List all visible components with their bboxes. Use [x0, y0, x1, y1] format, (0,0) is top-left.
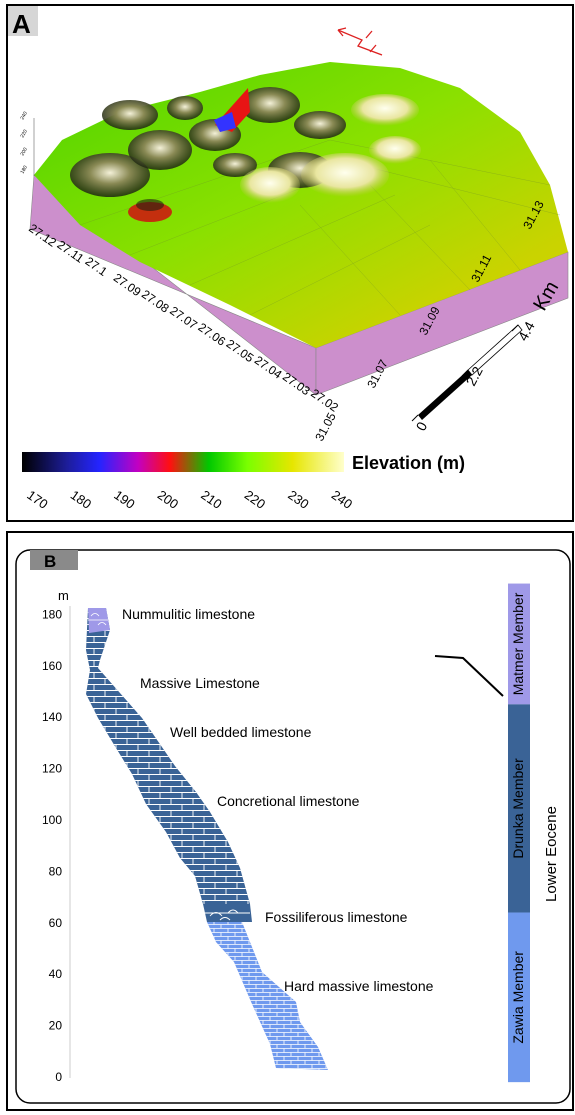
stratigraphic-column [86, 608, 328, 1070]
vertical-tick-label: 180 [20, 165, 29, 175]
panel-b-label: B [44, 552, 56, 571]
member-column: Matmer Member Drunka Member Zawia Member [508, 583, 530, 1083]
valley-dark [136, 199, 164, 211]
y-tick-label: 60 [49, 916, 63, 930]
vertical-tick-label: 240 [20, 111, 29, 121]
vertical-tick-label: 200 [20, 147, 29, 157]
y-tick-label: 120 [42, 762, 62, 776]
lithology-label: Fossiliferous limestone [265, 909, 408, 925]
y-tick-label: 20 [49, 1019, 63, 1033]
unit-hard-massive-limestone-bricks [207, 922, 328, 1070]
member-block [508, 704, 530, 913]
panel-a-label: A [12, 9, 31, 39]
lithology-label: Concretional limestone [217, 793, 360, 809]
panel-a-label-box [8, 6, 38, 36]
lithology-label: Well bedded limestone [170, 724, 312, 740]
colorbar-title: Elevation (m) [352, 453, 465, 473]
valley-low-blue [214, 112, 236, 132]
panel-b-inner-frame [15, 549, 571, 1104]
unit-main-limestone-bricks [86, 608, 250, 904]
lithology-label: Hard massive limestone [284, 978, 434, 994]
member-block [508, 583, 530, 705]
fossil-symbols [203, 909, 250, 921]
y-axis-unit: m [58, 588, 69, 603]
lithology-labels: Nummulitic limestone Massive Limestone Wel… [122, 606, 434, 994]
lithology-label: Nummulitic limestone [122, 606, 255, 622]
y-tick-label: 160 [42, 659, 62, 673]
vertical-axis: 240 220 200 180 [20, 111, 35, 176]
terrain-hills [70, 87, 421, 203]
member-leader-line [434, 655, 504, 697]
panel-b: B m 0 20 40 60 80 100 120 140 160 180 [6, 531, 574, 1111]
y-tick-label: 80 [49, 864, 63, 878]
y-tick-label: 40 [49, 967, 63, 981]
north-arrow [337, 27, 383, 56]
vertical-tick-label: 220 [20, 129, 29, 139]
y-tick-label: 0 [55, 1070, 62, 1084]
member-label: Matmer Member [510, 592, 526, 695]
lithology-label: Massive Limestone [140, 675, 260, 691]
y-tick-label: 180 [42, 607, 62, 621]
epoch-label: Lower Eocene [543, 806, 560, 902]
panel-b-label-box [30, 550, 78, 570]
member-label: Zawia Member [510, 951, 526, 1044]
scale-bar-black [418, 370, 472, 420]
y-tick-label: 140 [42, 710, 62, 724]
y-axis-ticks: 0 20 40 60 80 100 120 140 160 180 [42, 607, 62, 1084]
colorbar [22, 452, 344, 472]
member-block [508, 912, 530, 1083]
panel-a: A [6, 4, 574, 522]
y-tick-label: 100 [42, 813, 62, 827]
nummulite-symbols [88, 613, 108, 626]
scale-bar-white [467, 324, 523, 376]
member-label: Drunka Member [510, 758, 526, 859]
block-diagram [29, 62, 569, 396]
